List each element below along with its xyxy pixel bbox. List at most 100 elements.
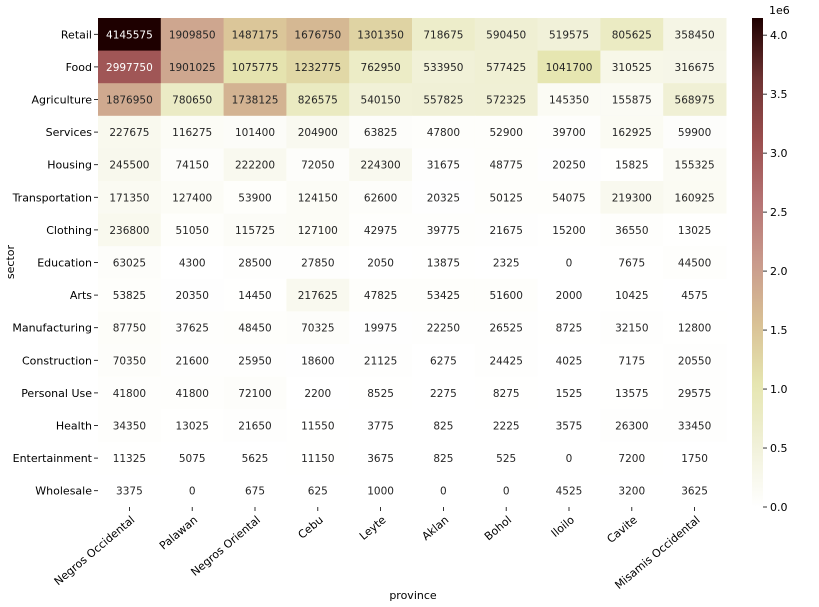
cell-value-label: 13875: [427, 258, 460, 270]
heatmap-cell: [223, 181, 287, 215]
heatmap-cell: [600, 278, 664, 312]
heatmap-cell: [474, 246, 539, 280]
heatmap-cell: [663, 83, 727, 117]
cell-value-label: 3575: [556, 421, 583, 433]
cell-value-label: 48450: [238, 323, 271, 335]
heatmap-cell: [663, 344, 727, 378]
cell-value-label: 572325: [486, 95, 526, 107]
heatmap-cell: [286, 50, 350, 84]
heatmap-cell: [160, 474, 225, 508]
heatmap-cell: [160, 181, 225, 215]
cell-value-label: 3200: [618, 486, 645, 498]
heatmap-cell: [600, 181, 664, 215]
heatmap-cell: [600, 376, 664, 410]
cell-value-label: 590450: [486, 29, 526, 41]
cell-value-label: 13575: [615, 388, 648, 400]
cell-value-label: 44500: [678, 258, 711, 270]
heatmap-cell: [537, 441, 601, 475]
cell-value-label: 2000: [556, 290, 583, 302]
y-tick-label: Transportation: [12, 191, 92, 204]
cell-value-label: 2200: [304, 388, 331, 400]
x-axis-title: province: [389, 589, 437, 602]
heatmap-cell: [412, 50, 476, 84]
x-tick-label: Bohol: [482, 513, 514, 543]
cell-value-label: 217625: [298, 290, 338, 302]
y-tick-label: Personal Use: [21, 387, 92, 400]
heatmap-cell: [474, 50, 539, 84]
heatmap-cell: [223, 83, 287, 117]
cell-value-label: 236800: [109, 225, 149, 237]
cell-value-label: 805625: [612, 29, 652, 41]
y-tick-label: Health: [56, 420, 92, 433]
cell-value-label: 15825: [615, 160, 648, 172]
x-tick-label: Negros Occidental: [52, 513, 138, 588]
heatmap-cell: [160, 213, 225, 247]
heatmap-cell: [160, 376, 225, 410]
heatmap-cell: [537, 148, 601, 182]
cell-value-label: 7200: [618, 453, 645, 465]
cell-value-label: 39775: [427, 225, 460, 237]
cell-value-label: 557825: [423, 95, 463, 107]
cell-value-label: 70325: [301, 323, 334, 335]
heatmap-cell: [412, 441, 476, 475]
heatmap-cell: [349, 441, 413, 475]
cell-value-label: 1525: [556, 388, 583, 400]
cell-value-label: 74150: [175, 160, 208, 172]
cell-value-label: 63025: [113, 258, 146, 270]
heatmap-cell: [600, 474, 664, 508]
heatmap-cell: [474, 441, 539, 475]
cell-value-label: 577425: [486, 62, 526, 74]
cell-value-label: 762950: [361, 62, 401, 74]
heatmap-cell: [537, 278, 601, 312]
heatmap-cell: [412, 376, 476, 410]
cell-value-label: 24425: [489, 355, 522, 367]
heatmap-cell: [663, 181, 727, 215]
cell-value-label: 4300: [179, 258, 206, 270]
cell-value-label: 101400: [235, 127, 275, 139]
cell-value-label: 21675: [489, 225, 522, 237]
cell-value-label: 3375: [116, 486, 143, 498]
heatmap-cell: [98, 213, 162, 247]
cell-value-label: 4575: [681, 290, 708, 302]
y-tick-label: Manufacturing: [12, 322, 92, 335]
heatmap-cell: [98, 311, 162, 345]
cell-value-label: 21650: [238, 421, 271, 433]
heatmap-cell: [600, 344, 664, 378]
heatmap-cell: [98, 148, 162, 182]
cell-value-label: 2997750: [106, 62, 153, 74]
cell-value-label: 52900: [489, 127, 522, 139]
heatmap-cell: [98, 278, 162, 312]
cell-value-label: 358450: [675, 29, 715, 41]
x-tick-label: Leyte: [357, 513, 389, 543]
heatmap-cell: [600, 441, 664, 475]
cell-value-label: 22250: [427, 323, 460, 335]
heatmap-cell: [98, 376, 162, 410]
cell-value-label: 27850: [301, 258, 334, 270]
cell-value-label: 2325: [493, 258, 520, 270]
cell-value-label: 5625: [242, 453, 269, 465]
cell-value-label: 780650: [172, 95, 212, 107]
heatmap-cell: [412, 115, 476, 149]
cell-value-label: 20350: [175, 290, 208, 302]
heatmap-cell: [663, 376, 727, 410]
cell-value-label: 29575: [678, 388, 711, 400]
x-tick-label: Cebu: [296, 513, 326, 541]
heatmap-cell: [663, 474, 727, 508]
heatmap-cell: [349, 474, 413, 508]
heatmap-cell: [537, 409, 601, 443]
heatmap-cell: [412, 344, 476, 378]
cell-value-label: 825: [433, 421, 453, 433]
cell-value-label: 0: [189, 486, 196, 498]
heatmap-cell: [349, 246, 413, 280]
cell-value-label: 26525: [489, 323, 522, 335]
cell-value-label: 50125: [489, 192, 522, 204]
heatmap-cell: [412, 409, 476, 443]
heatmap-cell: [160, 311, 225, 345]
colorbar-tick-label: 0.5: [770, 442, 788, 455]
cell-value-label: 124150: [298, 192, 338, 204]
cell-value-label: 37625: [175, 323, 208, 335]
heatmap-cell: [349, 344, 413, 378]
cell-value-label: 8525: [367, 388, 394, 400]
heatmap-cell: [412, 474, 476, 508]
heatmap-cell: [223, 376, 287, 410]
